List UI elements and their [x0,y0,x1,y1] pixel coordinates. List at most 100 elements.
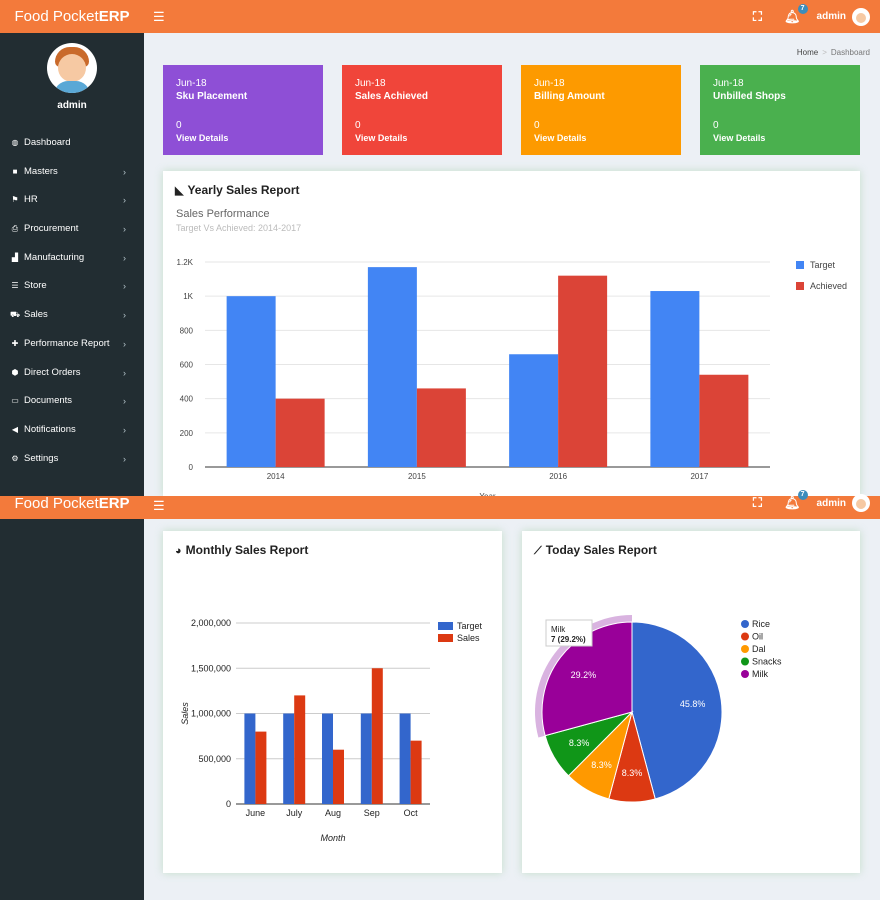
legend-swatch [741,670,749,678]
tile-value: 0 [534,120,540,131]
monthly-bar-chart: 0 500,000 1,000,000 1,500,000 2,000,000 June J… [180,618,483,843]
sidebar-item-store[interactable]: ☰ Store › [0,272,144,301]
sidebar-item-label: Settings [24,452,59,464]
monthly-sales-title: ◕ Monthly Sales Report [175,543,309,557]
sidebar-menu: ◍ Dashboard ■ Masters › ⚑ HR › ⎙ Procurement › ▟ Man… [0,129,144,473]
user-avatar[interactable] [852,7,870,26]
x-tick-label: Sep [364,808,380,818]
chevron-right-icon: › [123,310,126,321]
bar-sales-Sep [371,668,383,804]
sidebar-item-notifications[interactable]: ◀ Notifications › [0,416,144,445]
sidebar-item-documents[interactable]: ▭ Documents › [0,387,144,416]
chevron-right-icon: › [123,281,126,292]
sidebar-item-label: HR [24,194,38,206]
sidebar-toggle-icon[interactable]: ☰ [153,9,165,24]
monthly-sales-panel: ◕ Monthly Sales Report 0 500,000 1,000,000 1… [163,531,502,873]
user-menu-name[interactable]: admin [816,497,846,509]
user-avatar[interactable] [852,494,870,512]
chart-subtitle-secondary: Target Vs Achieved: 2014-2017 [176,223,302,233]
tile-title: Billing Amount [534,91,605,102]
y-tick-label: 600 [180,361,194,370]
x-tick-label: 2016 [549,472,567,481]
notifications-bell-icon[interactable]: 🔔︎ 7 [784,3,808,25]
x-tick-label: 2015 [408,472,426,481]
notifications-bell-icon[interactable]: 🔔︎ 7 [784,490,808,511]
sidebar-item-label: Direct Orders [24,366,81,378]
brand-logo[interactable]: Food PocketERP [14,8,130,25]
sidebar-item-procurement[interactable]: ⎙ Procurement › [0,215,144,244]
view-details-link[interactable]: View Details [176,133,229,143]
printer-icon: ⎙ [11,224,19,234]
sidebar-item-settings[interactable]: ⚙ Settings › [0,445,144,474]
tile-period: Jun-18 [534,78,565,89]
sidebar-item-label: Manufacturing [24,251,85,263]
profile-avatar [47,43,97,93]
sidebar-item-label: Documents [24,395,73,407]
y-tick-label: 0 [189,463,194,472]
x-tick-label: June [246,808,266,818]
bar-sales-Oct [410,740,422,804]
view-details-link[interactable]: View Details [534,133,587,143]
sidebar-item-direct-orders[interactable]: ⬢ Direct Orders › [0,359,144,388]
legend-swatch [796,261,804,269]
legend-swatch [741,620,749,628]
sidebar-item-label: Sales [24,309,48,321]
sidebar-item-label: Procurement [24,223,79,235]
chevron-right-icon: › [123,166,126,177]
sidebar-item-performance-report[interactable]: ✚ Performance Report › [0,330,144,359]
legend-swatch [438,634,453,642]
y-tick-label: 200 [180,429,194,438]
top-header: Food PocketERP ☰ ⛶ 🔔︎ 7 admin [0,0,880,33]
bar-target-June [244,713,256,804]
sidebar-item-sales[interactable]: ⛟ Sales › [0,301,144,330]
sidebar-item-masters[interactable]: ■ Masters › [0,158,144,187]
y-tick-label: 2,000,000 [191,618,231,628]
yearly-sales-title: ◣ Yearly Sales Report [175,183,300,197]
view-details-link[interactable]: View Details [355,133,408,143]
sidebar-item-hr[interactable]: ⚑ HR › [0,186,144,215]
bar-sales-July [294,695,306,804]
chevron-right-icon: › [123,252,126,263]
tile-period: Jun-18 [713,78,744,89]
line-chart-icon: ⟋ [534,545,542,557]
y-tick-label: 500,000 [198,754,231,764]
chevron-right-icon: › [123,453,126,464]
user-menu-name[interactable]: admin [816,11,846,22]
legend-label: Dal [752,644,766,654]
bar-target-2017 [650,291,700,467]
legend-swatch [796,282,804,290]
tile-period: Jun-18 [176,78,207,89]
chevron-right-icon: › [123,424,126,435]
sidebar-toggle-icon[interactable]: ☰ [153,498,165,513]
chevron-right-icon: › [123,367,126,378]
briefcase-icon: ■ [12,166,18,176]
top-header-repeat: Food PocketERP ☰ ⛶ 🔔︎ 7 admin [0,490,880,519]
bar-target-2014 [226,296,276,467]
sidebar-item-manufacturing[interactable]: ▟ Manufacturing › [0,244,144,273]
legend-swatch [741,657,749,666]
area-chart-icon: ◣ [175,185,184,197]
sidebar-item-dashboard[interactable]: ◍ Dashboard [0,129,144,158]
view-details-link[interactable]: View Details [713,133,766,143]
legend-label: Snacks [752,657,782,667]
today-pie-chart: 45.8% 8.3% 8.3% 8.3% 29.2% Rice Oil Dal Snacks Mi… [535,615,782,803]
x-tick-label: July [286,808,303,818]
legend-swatch [741,632,749,641]
sidebar-item-label: Store [24,280,47,292]
chevron-right-icon: › [123,338,126,349]
fullscreen-icon[interactable]: ⛶ [752,495,763,510]
brand-logo[interactable]: Food PocketERP [14,495,130,512]
x-axis-label: Month [320,833,345,843]
legend-label: Target [457,621,483,631]
bar-achieved-2017 [699,374,749,467]
tile-title: Sku Placement [176,91,248,102]
stat-tile-sales-achieved: Jun-18 Sales Achieved 0 View Details [342,65,502,155]
pie-slice-rice [631,621,723,800]
x-tick-label: Aug [325,808,341,818]
breadcrumb-home-link[interactable]: Home [796,48,819,57]
fullscreen-icon[interactable]: ⛶ [752,8,763,24]
y-tick-label: 1K [183,292,193,301]
x-tick-label: Oct [404,808,419,818]
sidebar-item-label: Notifications [24,423,76,435]
bar-target-2015 [367,267,417,467]
